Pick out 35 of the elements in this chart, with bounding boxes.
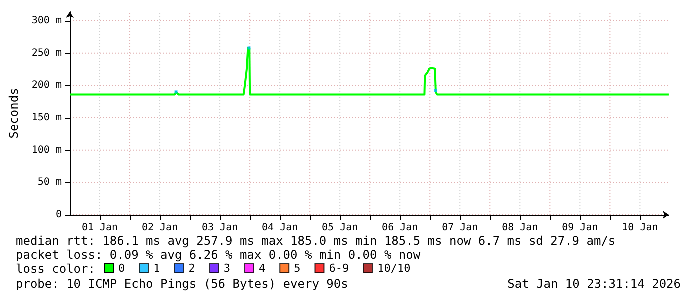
x-tick-label: 07 Jan <box>442 222 478 234</box>
x-tick-label: 02 Jan <box>142 222 178 234</box>
text: probe: 10 ICMP Echo Pings (56 Bytes) every 90s <box>16 277 348 291</box>
legend-label: 0 <box>118 262 126 275</box>
legend-label: 10/10 <box>378 262 411 275</box>
text: Sat Jan 10 23:31:14 2026 <box>508 277 681 291</box>
y-tick-label: 0 <box>56 210 62 220</box>
point <box>248 46 251 50</box>
x-tick-label: 06 Jan <box>382 222 418 234</box>
text: median rtt: 186.1 ms avg 257.9 ms max 185.0 ms min 185.5 ms now 6.7 ms sd 27.9 am/s <box>16 234 616 248</box>
legend-label: 3 <box>224 262 230 275</box>
x-tick-label: 03 Jan <box>202 222 238 234</box>
x-tick-label: 08 Jan <box>502 222 538 234</box>
y-tick-label: 100 m <box>32 144 62 156</box>
x-tick-label: 10 Jan <box>622 222 658 234</box>
legend-label: 6-9 <box>329 262 350 275</box>
y-tick-label: 200 m <box>32 80 62 92</box>
legend-label: 5 <box>294 262 301 275</box>
line-series <box>69 47 670 96</box>
x-tick-label: 09 Jan <box>562 222 598 234</box>
x-tick-label: 01 Jan <box>82 222 118 234</box>
point <box>434 89 438 92</box>
text: packet loss: 0.09 % avg 6.26 % max 0.00 % min 0.00 % now <box>16 248 422 262</box>
y-tick-label: 150 m <box>32 112 62 124</box>
point <box>174 90 178 94</box>
x-tick-label: 05 Jan <box>322 222 358 234</box>
legend-label: 2 <box>188 262 196 275</box>
y-tick-label: 300 m <box>32 16 62 27</box>
y-axis-title: Seconds <box>7 88 21 139</box>
y-tick-label: 50 m <box>38 177 62 188</box>
legend-label: 1 <box>154 262 160 275</box>
legend-label: 4 <box>258 262 266 275</box>
y-tick-label: 250 m <box>32 48 62 59</box>
x-tick-label: 04 Jan <box>262 222 298 234</box>
legend-title: loss color: <box>16 262 96 276</box>
